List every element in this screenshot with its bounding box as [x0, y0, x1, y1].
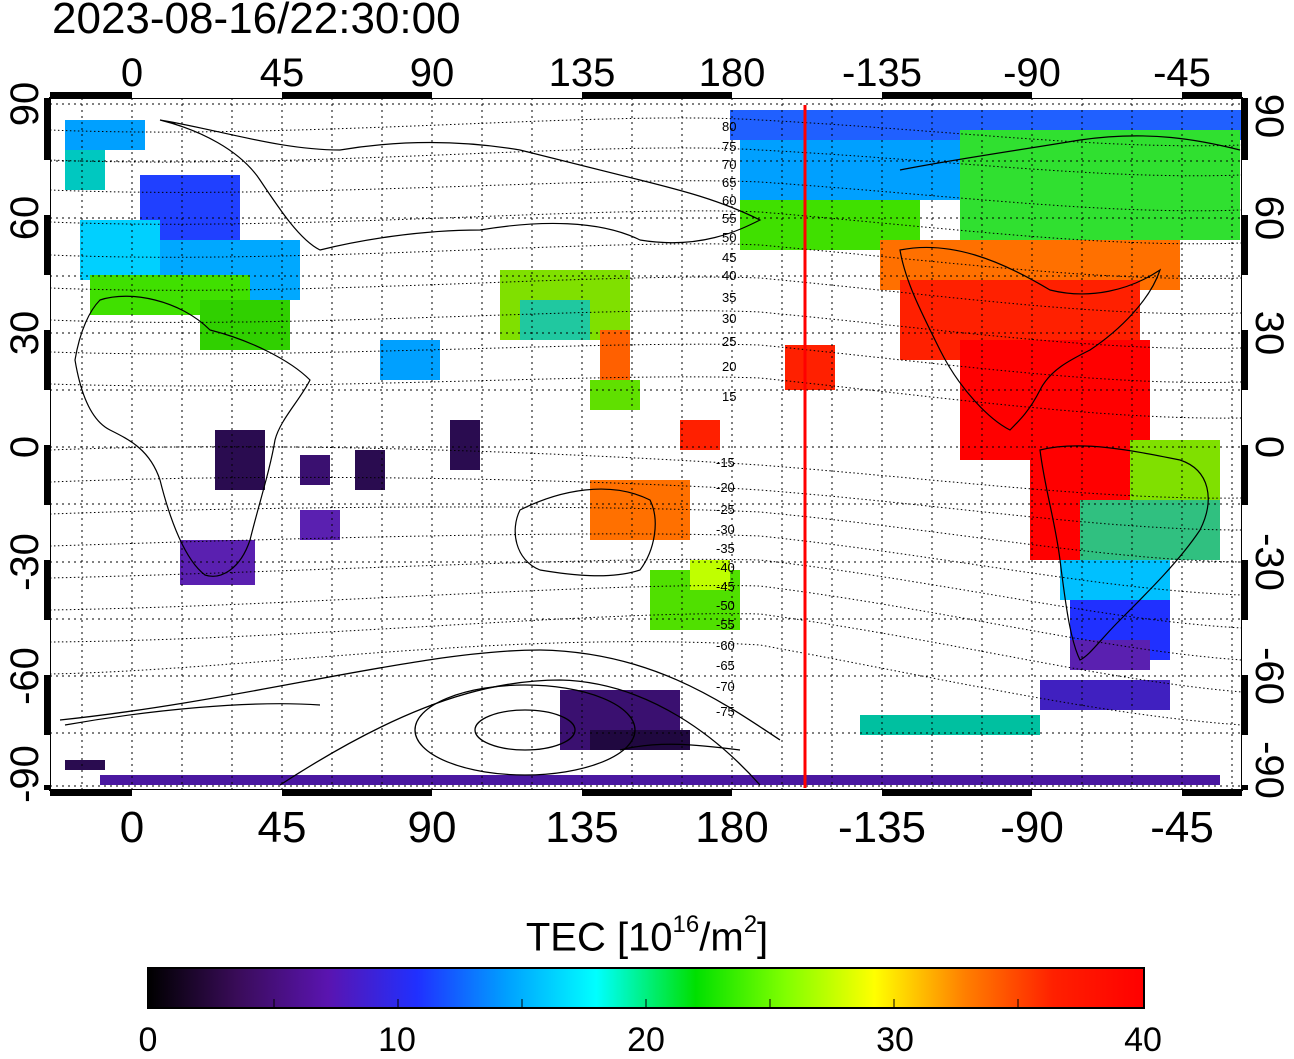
contour-labels: 80 75 70 65 60 55 50 45 40 35 30 25 20 1…: [716, 119, 736, 719]
contour-label: -55: [716, 617, 735, 632]
colorbar-tick: 0: [138, 1021, 158, 1059]
lon-label: -90: [1003, 51, 1061, 95]
lat-label: -90: [1247, 741, 1291, 799]
lon-label: 90: [408, 803, 457, 852]
colorbar-title-unit: /m: [699, 915, 744, 960]
contour-label: 30: [722, 311, 736, 326]
colorbar-title-unit-exponent: 2: [743, 911, 758, 938]
lon-label: 180: [699, 51, 766, 95]
lon-label: 135: [545, 803, 618, 852]
latitude-labels-left: 90 60 30 0 -30 -60 -90: [3, 82, 47, 803]
lon-label: -90: [1000, 803, 1064, 852]
longitude-labels-bottom: 0 45 90 135 180 -135 -90 -45: [120, 803, 1214, 852]
longitude-labels-top: 0 45 90 135 180 -135 -90 -45: [121, 51, 1211, 95]
contour-label: 15: [722, 389, 736, 404]
lat-label: 30: [3, 311, 47, 356]
contour-label: -60: [716, 638, 735, 653]
graticule: [50, 98, 1242, 790]
lon-label: -45: [1153, 51, 1211, 95]
contour-label: -25: [716, 502, 735, 517]
lat-label: -60: [3, 647, 47, 705]
lat-label: -30: [3, 533, 47, 591]
contour-label: -15: [716, 455, 735, 470]
contour-label: 80: [722, 119, 736, 134]
lon-label: -135: [838, 803, 926, 852]
lon-label: 45: [258, 803, 307, 852]
lat-label: 0: [3, 436, 47, 458]
contour-label: 20: [722, 359, 736, 374]
contour-label: -50: [716, 598, 735, 613]
contour-label: -70: [716, 679, 735, 694]
contour-label: 45: [722, 250, 736, 265]
lat-label: 90: [3, 82, 47, 127]
lon-label: -135: [842, 51, 922, 95]
lon-label: 135: [549, 51, 616, 95]
contour-label: -30: [716, 522, 735, 537]
colorbar-title-suffix: ]: [757, 915, 769, 960]
colorbar-title-prefix: TEC [10: [525, 915, 673, 960]
contour-label: -35: [716, 541, 735, 556]
contour-label: 35: [722, 290, 736, 305]
contour-label: 40: [722, 268, 736, 283]
colorbar-tick: 10: [378, 1021, 416, 1059]
latitude-labels-right: 90 60 30 0 -30 -60 -90: [1247, 94, 1291, 799]
contour-label: 65: [722, 175, 736, 190]
lat-label: 30: [1247, 311, 1291, 356]
lat-label: 90: [1247, 94, 1291, 139]
timestamp-title: 2023-08-16/22:30:00: [52, 0, 461, 43]
lon-label: 0: [121, 51, 143, 95]
contour-label: 25: [722, 334, 736, 349]
lon-label: 90: [410, 51, 455, 95]
tec-map: 80 75 70 65 60 55 50 45 40 35 30 25 20 1…: [3, 51, 1291, 852]
lon-label: 45: [260, 51, 305, 95]
lon-label: 180: [695, 803, 768, 852]
magnetic-latitude-contours: [50, 117, 1242, 726]
contour-label: -40: [716, 560, 735, 575]
contour-label: -45: [716, 579, 735, 594]
lat-label: -30: [1247, 533, 1291, 591]
contour-label: 55: [722, 211, 736, 226]
colorbar-gradient: [149, 969, 1143, 1007]
contour-label: 60: [722, 193, 736, 208]
contour-label: 75: [722, 139, 736, 154]
contour-label: -65: [716, 658, 735, 673]
contour-label: -20: [716, 480, 735, 495]
colorbar-title: TEC [1016/m2]: [0, 906, 1294, 960]
contour-label: 50: [722, 230, 736, 245]
contour-label: 70: [722, 157, 736, 172]
auroral-contours: [59, 649, 781, 786]
contour-label: -75: [716, 704, 735, 719]
lat-label: -60: [1247, 647, 1291, 705]
lon-label: -45: [1150, 803, 1214, 852]
colorbar-tick: 40: [1124, 1021, 1162, 1059]
lat-label: 0: [1247, 436, 1291, 458]
colorbar-title-exponent: 16: [672, 911, 700, 938]
lon-label: 0: [120, 803, 144, 852]
lat-label: -90: [3, 745, 47, 803]
lat-label: 60: [1247, 196, 1291, 241]
colorbar-tick: 30: [876, 1021, 914, 1059]
tec-colorbar: [147, 967, 1145, 1009]
colorbar-tick: 20: [627, 1021, 665, 1059]
lat-label: 60: [3, 196, 47, 241]
coastlines: [64, 119, 1241, 751]
frame-tick-gaps: [44, 92, 1248, 796]
